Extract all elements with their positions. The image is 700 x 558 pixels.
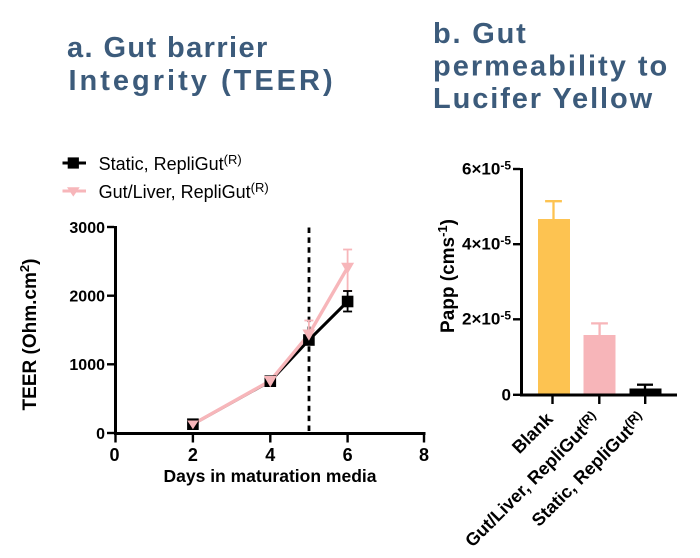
svg-text:Integrity (TEER): Integrity (TEER) xyxy=(69,65,336,97)
svg-text:Static, RepliGut(R): Static, RepliGut(R) xyxy=(99,152,242,174)
svg-text:a. Gut barrier: a. Gut barrier xyxy=(67,32,269,64)
svg-text:8: 8 xyxy=(419,445,429,465)
svg-text:2: 2 xyxy=(188,445,198,465)
svg-text:Days in maturation media: Days in maturation media xyxy=(164,466,377,486)
svg-text:6×10-5: 6×10-5 xyxy=(462,158,511,178)
svg-text:6: 6 xyxy=(343,445,353,465)
svg-text:0: 0 xyxy=(109,445,119,465)
svg-text:Papp (cms-1): Papp (cms-1) xyxy=(435,219,459,333)
svg-text:3000: 3000 xyxy=(69,220,105,237)
svg-text:TEER (Ohm.cm2): TEER (Ohm.cm2) xyxy=(17,259,41,411)
svg-text:permeability to: permeability to xyxy=(433,51,669,83)
svg-text:Lucifer Yellow: Lucifer Yellow xyxy=(433,83,654,115)
svg-text:b. Gut: b. Gut xyxy=(433,18,528,50)
svg-text:1000: 1000 xyxy=(69,357,105,374)
svg-text:4×10-5: 4×10-5 xyxy=(462,234,511,254)
svg-text:2000: 2000 xyxy=(69,289,105,306)
svg-text:2×10-5: 2×10-5 xyxy=(462,309,511,329)
svg-text:4: 4 xyxy=(265,445,275,465)
svg-text:0: 0 xyxy=(502,385,511,404)
svg-text:0: 0 xyxy=(96,426,105,443)
svg-text:Gut/Liver, RepliGut(R): Gut/Liver, RepliGut(R) xyxy=(99,180,269,202)
